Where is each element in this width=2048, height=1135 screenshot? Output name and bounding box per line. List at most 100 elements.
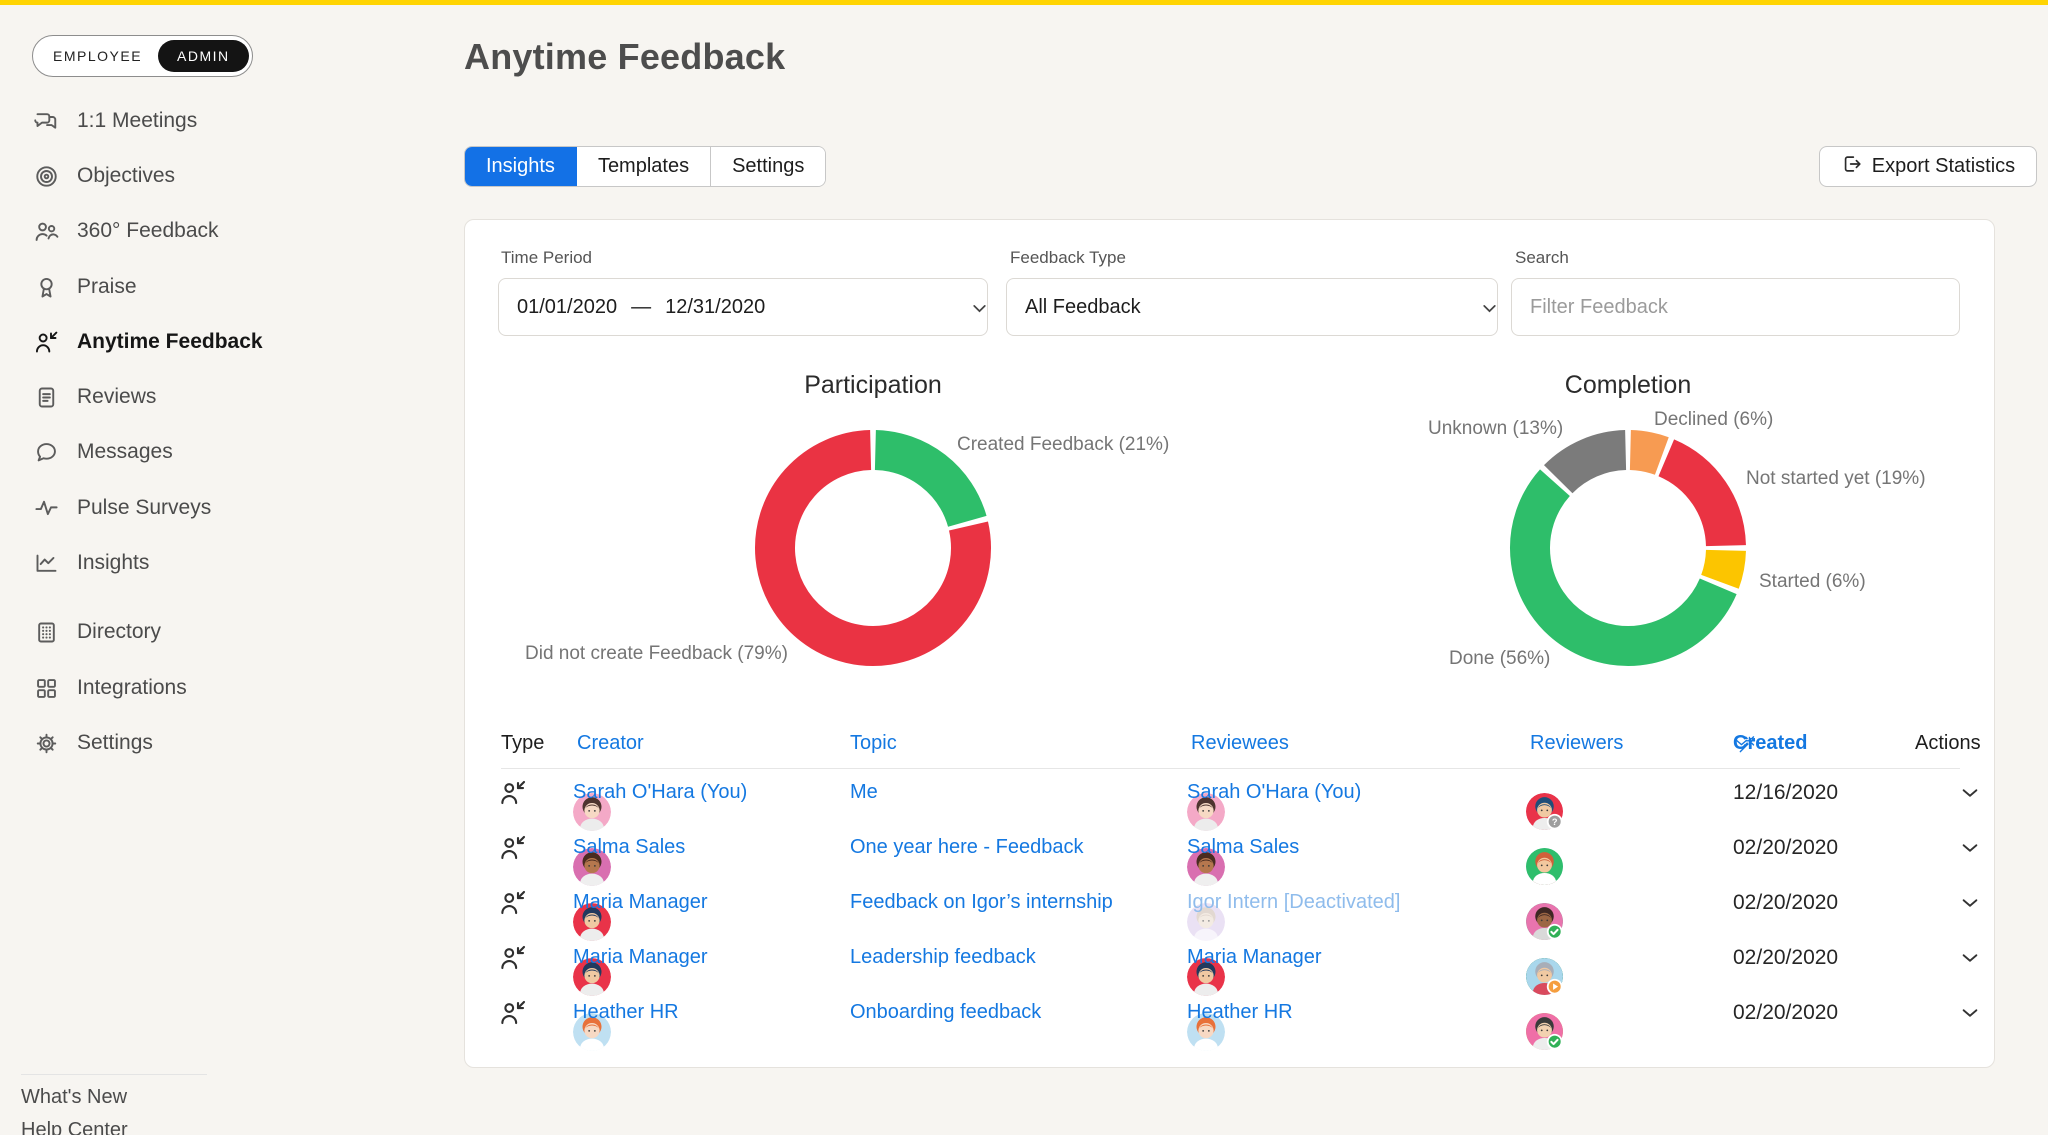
- sidebar-item-1-1-meetings[interactable]: 1:1 Meetings: [33, 99, 197, 143]
- participation-donut-chart: [753, 428, 993, 668]
- settings-icon: [33, 730, 60, 757]
- column-label: Topic: [850, 732, 897, 754]
- sidebar-item-label: 360° Feedback: [77, 219, 219, 242]
- tab-settings[interactable]: Settings: [711, 147, 826, 186]
- time-period-separator: —: [631, 295, 652, 318]
- column-label: Creator: [577, 732, 644, 754]
- sidebar-item-pulse-surveys[interactable]: Pulse Surveys: [33, 486, 211, 530]
- praise-icon: [33, 274, 60, 301]
- sidebar-item-label: Settings: [77, 731, 153, 754]
- topic-link[interactable]: Feedback on Igor’s internship: [850, 891, 1113, 913]
- sidebar-item-praise[interactable]: Praise: [33, 265, 137, 309]
- column-label: Actions: [1915, 732, 1981, 754]
- topic-link[interactable]: One year here - Feedback: [850, 836, 1084, 858]
- sidebar-item-integrations[interactable]: Integrations: [33, 666, 187, 710]
- feedback-type-select[interactable]: All Feedback: [1006, 278, 1498, 336]
- participation-chart-title: Participation: [804, 371, 942, 399]
- donut-label-not-started-yet: Not started yet (19%): [1746, 468, 1926, 489]
- feedback360-icon: [33, 218, 60, 245]
- meetings-icon: [33, 108, 60, 135]
- time-period-start: 01/01/2020: [517, 295, 618, 318]
- employee-admin-toggle[interactable]: EMPLOYEE ADMIN: [32, 35, 253, 77]
- sidebar-item-objectives[interactable]: Objectives: [33, 154, 175, 198]
- time-period-end: 12/31/2020: [665, 295, 766, 318]
- topic-link[interactable]: Onboarding feedback: [850, 1001, 1042, 1023]
- created-date: 12/16/2020: [1733, 780, 1839, 804]
- sidebar-item-label: Praise: [77, 275, 137, 298]
- donut-label-did-not-create-feedback: Did not create Feedback (79%): [525, 643, 788, 664]
- reviewee-link[interactable]: Sarah O'Hara (You): [1187, 781, 1362, 803]
- table-row: Heather HR Onboarding feedback Heather HR: [465, 985, 1996, 1051]
- sidebar-item-insights[interactable]: Insights: [33, 541, 149, 585]
- top-accent-bar: [0, 0, 2048, 5]
- reviewee-link[interactable]: Salma Sales: [1187, 836, 1300, 858]
- donut-slice-started: [1700, 549, 1746, 589]
- sidebar-item-anytime-feedback[interactable]: Anytime Feedback: [33, 320, 263, 364]
- search-input[interactable]: [1511, 278, 1960, 336]
- creator-link[interactable]: Heather HR: [573, 1001, 679, 1023]
- donut-slice-done: [1510, 469, 1737, 666]
- insights-icon: [33, 550, 60, 577]
- export-label: Export Statistics: [1871, 155, 2016, 177]
- donut-label-unknown: Unknown (13%): [1428, 418, 1564, 439]
- creator-link[interactable]: Salma Sales: [573, 836, 686, 858]
- toggle-admin-label[interactable]: ADMIN: [158, 40, 249, 72]
- sidebar-item-directory[interactable]: Directory: [33, 610, 161, 654]
- created-date: 02/20/2020: [1733, 1000, 1839, 1024]
- created-date: 02/20/2020: [1733, 890, 1839, 914]
- sidebar-item-reviews[interactable]: Reviews: [33, 375, 156, 419]
- donut-slice-did-not-create-feedback: [755, 430, 991, 666]
- created-date: 02/20/2020: [1733, 945, 1839, 969]
- sidebar-item-label: Insights: [77, 551, 150, 574]
- sidebar-item-label: Reviews: [77, 385, 157, 408]
- reviewee-link[interactable]: Maria Manager: [1187, 946, 1322, 968]
- reviewee-link[interactable]: Heather HR: [1187, 1001, 1293, 1023]
- messages-icon: [33, 439, 60, 466]
- completion-chart-title: Completion: [1564, 371, 1692, 399]
- sidebar-item-label: Pulse Surveys: [77, 496, 212, 519]
- help-center-link[interactable]: Help Center: [21, 1119, 128, 1135]
- export-statistics-button[interactable]: Export Statistics: [1819, 146, 2037, 187]
- completion-donut-chart: [1508, 428, 1748, 668]
- creator-link[interactable]: Maria Manager: [573, 891, 708, 913]
- table-header-divider: [501, 768, 1960, 769]
- directory-icon: [33, 619, 60, 646]
- creator-link[interactable]: Maria Manager: [573, 946, 708, 968]
- table-row: Sarah O'Hara (You) Me Sarah O'Hara (You) …: [465, 765, 1996, 831]
- column-label: Reviewees: [1191, 732, 1289, 754]
- column-label: Reviewers: [1530, 732, 1624, 754]
- sidebar-item-label: Integrations: [77, 676, 187, 699]
- creator-link[interactable]: Sarah O'Hara (You): [573, 781, 748, 803]
- column-label: Created: [1733, 732, 1808, 754]
- svg-text:?: ?: [1552, 816, 1558, 826]
- toggle-employee-label[interactable]: EMPLOYEE: [53, 48, 143, 64]
- sidebar-item-settings[interactable]: Settings: [33, 721, 153, 765]
- topic-link[interactable]: Me: [850, 781, 878, 803]
- donut-slice-unknown: [1543, 430, 1627, 494]
- donut-label-created-feedback: Created Feedback (21%): [957, 434, 1170, 455]
- donut-label-done: Done (56%): [1449, 648, 1551, 669]
- donut-slice-not-started-yet: [1657, 439, 1746, 547]
- tab-templates[interactable]: Templates: [576, 147, 712, 186]
- sidebar-item-label: Objectives: [77, 164, 176, 187]
- feedback-type-value: All Feedback: [1025, 295, 1141, 318]
- table-row: Salma Sales One year here - Feedback Salm…: [465, 820, 1996, 886]
- sidebar-item-label: Anytime Feedback: [77, 330, 263, 353]
- sidebar-item-360-feedback[interactable]: 360° Feedback: [33, 209, 219, 253]
- table-row: Maria Manager Leadership feedback Maria M…: [465, 930, 1996, 996]
- tab-insights[interactable]: Insights: [465, 147, 577, 186]
- sidebar-item-label: Directory: [77, 620, 162, 643]
- feedback-type-label: Feedback Type: [1010, 248, 1126, 267]
- time-period-label: Time Period: [501, 248, 593, 267]
- sidebar-item-messages[interactable]: Messages: [33, 430, 173, 474]
- topic-link[interactable]: Leadership feedback: [850, 946, 1036, 968]
- whats-new-link[interactable]: What's New: [21, 1086, 128, 1108]
- reviewee-link[interactable]: Igor Intern [Deactivated]: [1187, 891, 1401, 913]
- insights-panel: Time Period Feedback Type Search 01/01/2…: [464, 219, 1995, 1068]
- time-period-select[interactable]: 01/01/2020 — 12/31/2020: [498, 278, 988, 336]
- integrations-icon: [33, 675, 60, 702]
- objectives-icon: [33, 163, 60, 190]
- column-label: Type: [501, 732, 545, 754]
- search-label: Search: [1515, 248, 1569, 267]
- page-title: Anytime Feedback: [464, 36, 786, 77]
